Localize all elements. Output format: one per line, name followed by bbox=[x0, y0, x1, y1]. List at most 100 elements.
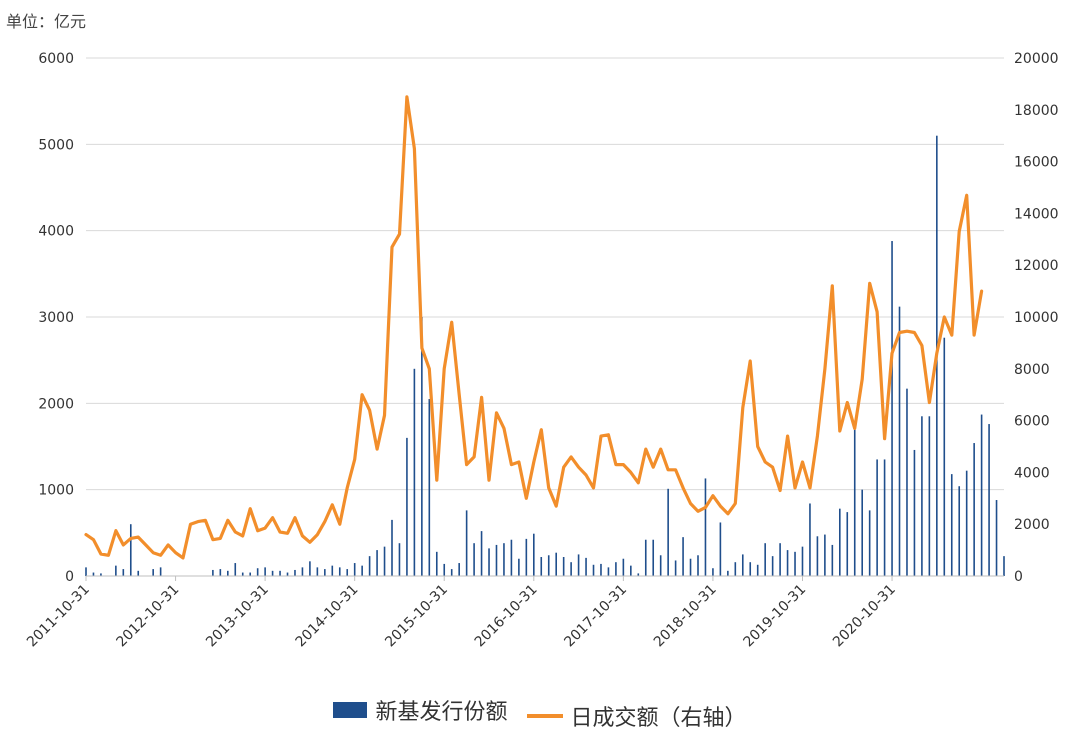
bar bbox=[137, 570, 140, 576]
bar-line-chart: 0 1000 2000 3000 4000 5000 6000 0 2000 4000 6000 80… bbox=[24, 51, 1059, 651]
y-right-tick-label: 18000 bbox=[1014, 103, 1059, 119]
bar bbox=[533, 533, 535, 576]
bar bbox=[294, 569, 296, 576]
y-left-tick-label: 3000 bbox=[38, 310, 74, 326]
y-left-tick-label: 6000 bbox=[38, 51, 74, 67]
bar bbox=[891, 241, 893, 576]
y-right-tick-label: 6000 bbox=[1014, 414, 1050, 430]
y-right-tick-label: 4000 bbox=[1014, 465, 1050, 481]
bar bbox=[764, 543, 766, 576]
bar bbox=[540, 557, 543, 576]
x-tick-label: 2015-10-31 bbox=[382, 582, 451, 651]
bar bbox=[607, 567, 610, 576]
bar bbox=[921, 416, 923, 576]
legend-item-bar: 新基发行份额 bbox=[333, 694, 508, 726]
bar bbox=[309, 561, 311, 576]
bar bbox=[241, 572, 244, 576]
bar bbox=[585, 557, 587, 576]
bar bbox=[906, 388, 908, 576]
bar bbox=[443, 563, 446, 576]
bar bbox=[465, 510, 468, 576]
bar bbox=[950, 474, 953, 576]
bar bbox=[1003, 556, 1005, 576]
bar bbox=[547, 555, 550, 576]
x-tick-label: 2012-10-31 bbox=[114, 582, 183, 651]
bar bbox=[279, 570, 281, 576]
bar bbox=[928, 416, 931, 576]
bar bbox=[794, 551, 796, 576]
bar bbox=[92, 572, 95, 576]
bar bbox=[271, 570, 274, 576]
y-right-tick-label: 10000 bbox=[1014, 310, 1059, 326]
bar bbox=[331, 565, 334, 576]
bar bbox=[943, 337, 946, 576]
x-tick-label: 2014-10-31 bbox=[293, 582, 362, 651]
x-tick-label: 2020-10-31 bbox=[830, 582, 899, 651]
bar bbox=[256, 568, 259, 576]
y-left-tick-label: 1000 bbox=[38, 483, 74, 499]
bar bbox=[458, 563, 460, 576]
bar bbox=[495, 544, 498, 576]
bar bbox=[301, 567, 304, 576]
bar bbox=[450, 569, 453, 576]
bar bbox=[980, 414, 983, 576]
bar bbox=[853, 424, 856, 576]
bar bbox=[570, 562, 572, 576]
bar bbox=[958, 486, 961, 576]
bar bbox=[600, 563, 602, 576]
bar bbox=[652, 539, 655, 576]
bar bbox=[727, 570, 729, 576]
y-right-tick-label: 8000 bbox=[1014, 362, 1050, 378]
bar bbox=[779, 543, 781, 576]
bar bbox=[868, 510, 871, 576]
bar bbox=[973, 443, 975, 576]
y-right-tick-label: 0 bbox=[1014, 569, 1023, 585]
bar bbox=[510, 539, 513, 576]
bar bbox=[831, 544, 834, 576]
bar bbox=[809, 503, 811, 576]
bar bbox=[129, 524, 132, 576]
bar bbox=[219, 569, 222, 576]
bar bbox=[615, 562, 617, 576]
bar bbox=[965, 470, 968, 576]
bar bbox=[324, 569, 326, 576]
bar bbox=[816, 536, 819, 576]
bar bbox=[883, 459, 886, 576]
bar bbox=[376, 550, 378, 576]
bar bbox=[428, 399, 431, 576]
bar bbox=[212, 569, 214, 576]
bar bbox=[346, 569, 349, 576]
x-tick-label: 2011-10-31 bbox=[24, 582, 93, 651]
y-left-tick-label: 5000 bbox=[38, 137, 74, 153]
y-right-tick-label: 2000 bbox=[1014, 517, 1050, 533]
bar bbox=[406, 437, 408, 576]
y-right-tick-label: 12000 bbox=[1014, 258, 1059, 274]
bar bbox=[122, 569, 125, 576]
bar bbox=[488, 548, 490, 576]
bar bbox=[749, 562, 752, 576]
bar bbox=[361, 565, 363, 576]
unit-label: 单位：亿元 bbox=[6, 12, 87, 31]
bar bbox=[555, 552, 557, 576]
y-left-tick-label: 0 bbox=[65, 569, 74, 585]
bar bbox=[398, 543, 401, 576]
bar bbox=[421, 317, 423, 576]
y-right-tick-label: 14000 bbox=[1014, 206, 1059, 222]
bar bbox=[839, 508, 841, 576]
bar bbox=[988, 424, 990, 576]
bar bbox=[353, 563, 356, 576]
bar bbox=[227, 570, 229, 576]
bar bbox=[913, 449, 916, 576]
bar bbox=[234, 563, 237, 576]
y-right-tick-label: 16000 bbox=[1014, 155, 1059, 171]
bar bbox=[368, 556, 371, 576]
bar bbox=[413, 368, 416, 576]
y-right-tick-label: 20000 bbox=[1014, 51, 1059, 67]
bar bbox=[391, 519, 393, 576]
bar bbox=[704, 478, 707, 576]
bar bbox=[249, 572, 251, 576]
bar bbox=[697, 555, 699, 576]
y-left-tick-label: 4000 bbox=[38, 224, 74, 240]
x-tick-label: 2017-10-31 bbox=[561, 582, 630, 651]
bar bbox=[338, 567, 341, 576]
